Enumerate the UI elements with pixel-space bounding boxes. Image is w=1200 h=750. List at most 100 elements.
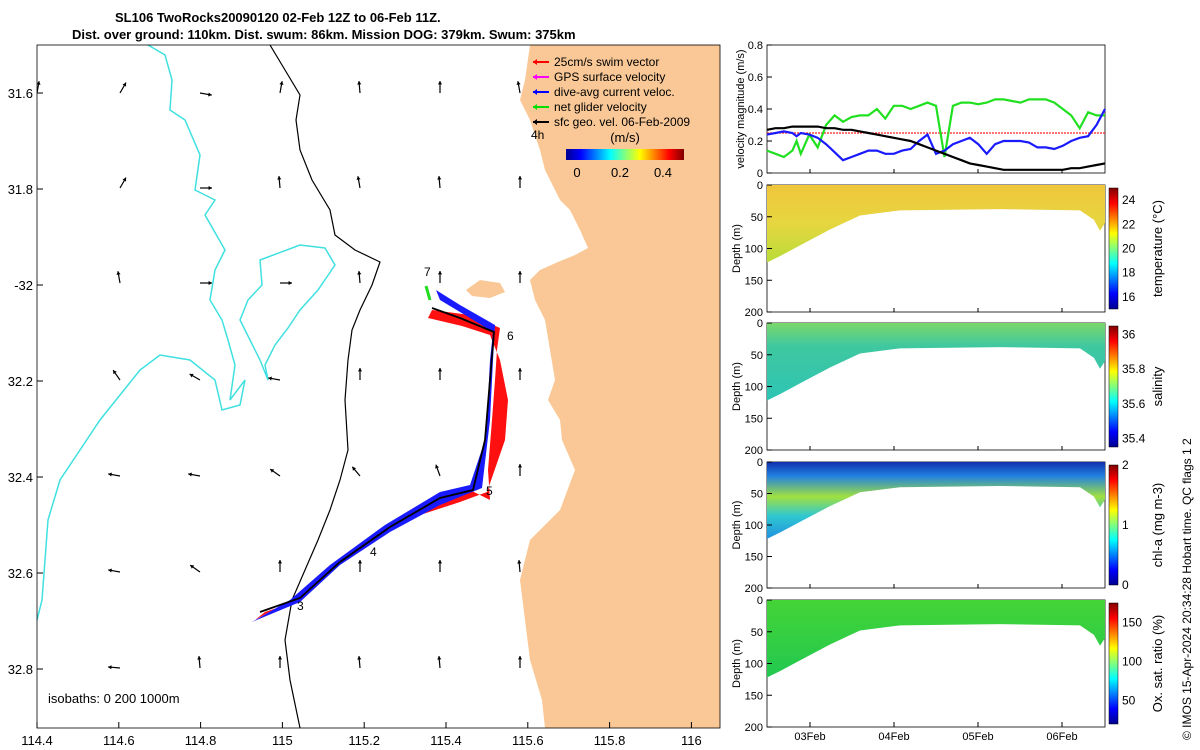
island bbox=[466, 280, 505, 298]
velocity-arrow bbox=[517, 559, 522, 573]
map-y-tick-label: 32.6 bbox=[8, 566, 33, 581]
chl-a-colorbar-tick: 0 bbox=[1122, 578, 1129, 592]
map-x-tick-label: 115.8 bbox=[594, 733, 626, 748]
velocity-arrow bbox=[189, 564, 201, 573]
velocity-arrow bbox=[516, 81, 521, 94]
chl-a-y-tick-label: 100 bbox=[745, 520, 763, 532]
velocity-arrow bbox=[200, 185, 212, 191]
colorbar-label: (m/s) bbox=[610, 130, 640, 145]
time-x-tick-label: 06Feb bbox=[1046, 731, 1077, 743]
velocity-arrow bbox=[437, 271, 443, 283]
velocity-arrow bbox=[108, 472, 121, 477]
temperature-y-tick-label: 200 bbox=[745, 307, 763, 319]
isobath-1000 bbox=[239, 244, 336, 381]
map-x-tick-label: 115.2 bbox=[348, 733, 380, 748]
isobaths-label: isobaths: 0 200 1000m bbox=[48, 691, 180, 706]
oxygen-data-section bbox=[767, 600, 1105, 678]
salinity-colorbar-tick: 35.6 bbox=[1122, 397, 1146, 411]
oxygen-y-tick-label: 100 bbox=[745, 659, 763, 671]
velocity-arrow bbox=[517, 368, 523, 380]
oxygen-y-tick-label: 0 bbox=[757, 595, 763, 607]
chl-a-colorbar-tick: 1 bbox=[1122, 518, 1129, 532]
waypoint-labels: 3 4 5 6 7 bbox=[297, 265, 514, 613]
title-line-2: Dist. over ground: 110km. Dist. swum: 86… bbox=[72, 27, 576, 42]
velocity-arrow bbox=[435, 464, 441, 477]
velocity-arrow bbox=[437, 368, 443, 380]
temperature-colorbar-tick: 20 bbox=[1122, 242, 1136, 256]
temperature-y-tick-label: 50 bbox=[751, 212, 763, 224]
legend-arrowhead bbox=[533, 119, 537, 125]
velocity-arrow bbox=[277, 656, 283, 668]
map-x-tick-label: 114.8 bbox=[185, 733, 217, 748]
salinity-y-tick-label: 200 bbox=[745, 445, 763, 457]
chl-a-y-tick-label: 50 bbox=[751, 489, 763, 501]
velocity-arrow bbox=[351, 466, 361, 477]
velocity-arrow bbox=[268, 376, 281, 381]
waypoint-label-5: 5 bbox=[486, 484, 493, 498]
velocity-arrow bbox=[357, 560, 363, 572]
velocity-arrow bbox=[108, 568, 121, 573]
chl-a-ylabel: Depth (m) bbox=[731, 501, 743, 550]
oxygen-y-tick-label: 200 bbox=[745, 722, 763, 734]
velocity-arrow bbox=[200, 280, 212, 286]
surface-velocity-arrows bbox=[37, 80, 523, 670]
legend-item: GPS surface velocity bbox=[533, 70, 665, 84]
legend-item: dive-avg current veloc. bbox=[533, 85, 675, 99]
legend-label: sfc geo. vel. 06-Feb-2009 bbox=[554, 115, 690, 129]
chl-a-data-section bbox=[767, 462, 1105, 539]
temperature-data-section bbox=[767, 185, 1105, 263]
timestamp-stamp: © IMOS 15-Apr-2024 20:34:28 Hobart time.… bbox=[1180, 438, 1194, 740]
temperature-panel: 0 50 100 150 200 Depth (m) 16 18 20 22 24 temperatu… bbox=[731, 180, 1165, 319]
velocity-arrow bbox=[112, 369, 121, 381]
temperature-y-tick-label: 100 bbox=[745, 244, 763, 256]
velocity-y-tick-label: 0.6 bbox=[748, 72, 763, 84]
oxygen-ylabel: Depth (m) bbox=[731, 639, 743, 688]
velocity-arrow bbox=[517, 271, 523, 283]
title-line-1: SL106 TwoRocks20090120 02-Feb 12Z to 06-… bbox=[115, 10, 441, 25]
velocity-arrow bbox=[357, 80, 362, 94]
velocity-ylabel: velocity magnitude (m/s) bbox=[735, 49, 747, 168]
legend-arrowhead bbox=[533, 74, 537, 80]
velocity-arrow bbox=[279, 81, 284, 94]
isobath-1000 bbox=[37, 45, 246, 621]
legend-label: dive-avg current veloc. bbox=[554, 85, 675, 99]
temperature-colorbar-label: temperature (°C) bbox=[1150, 200, 1165, 297]
time-x-tick-label: 03Feb bbox=[794, 731, 825, 743]
velocity-arrow bbox=[277, 175, 282, 189]
oxygen-y-tick-label: 150 bbox=[745, 690, 763, 702]
velocity-arrow bbox=[357, 655, 362, 669]
velocity-arrow bbox=[437, 175, 442, 189]
temperature-colorbar bbox=[1108, 187, 1119, 310]
map-x-tick-label: 114.6 bbox=[103, 733, 135, 748]
chl-a-colorbar-tick: 2 bbox=[1122, 458, 1129, 472]
map-y-tick-label: 32.8 bbox=[8, 662, 33, 677]
glider-track bbox=[252, 285, 508, 622]
chl-a-colorbar-label: chl-a (mg m-3) bbox=[1150, 483, 1165, 568]
salinity-ylabel: Depth (m) bbox=[731, 362, 743, 411]
velocity-arrow bbox=[356, 176, 361, 189]
chl-a-y-tick-label: 200 bbox=[745, 583, 763, 595]
chl-a-y-tick-label: 0 bbox=[757, 457, 763, 469]
velocity-y-tick-label: 0.2 bbox=[748, 136, 763, 148]
oxygen-colorbar-label: Ox. sat. ratio (%) bbox=[1150, 615, 1165, 713]
velocity-arrow bbox=[189, 373, 201, 381]
waypoint-label-4: 4 bbox=[370, 545, 377, 559]
map-colorbar-tick: 0.4 bbox=[654, 165, 672, 180]
velocity-arrow bbox=[197, 655, 202, 669]
map-panel: 114.4 114.6 114.8 115 115.2 115.4 115.6 115.8 11… bbox=[8, 44, 721, 748]
temperature-y-tick-label: 150 bbox=[745, 275, 763, 287]
velocity-arrow bbox=[437, 81, 443, 93]
temperature-colorbar-tick: 24 bbox=[1122, 193, 1136, 207]
salinity-colorbar-tick: 36 bbox=[1122, 328, 1136, 342]
salinity-y-tick-label: 150 bbox=[745, 413, 763, 425]
salinity-colorbar bbox=[1108, 325, 1119, 448]
map-y-tick-label: -32 bbox=[14, 278, 33, 293]
oxygen-colorbar bbox=[1108, 602, 1119, 725]
legend-label: GPS surface velocity bbox=[554, 70, 665, 84]
chl-a-panel: 0 50 100 150 200 Depth (m) 0 1 2 chl-a (mg m-3) bbox=[731, 457, 1165, 595]
map-x-tick-label: 114.4 bbox=[21, 733, 53, 748]
legend-item: sfc geo. vel. 06-Feb-2009 bbox=[533, 115, 690, 129]
legend-item: net glider velocity bbox=[533, 100, 647, 114]
